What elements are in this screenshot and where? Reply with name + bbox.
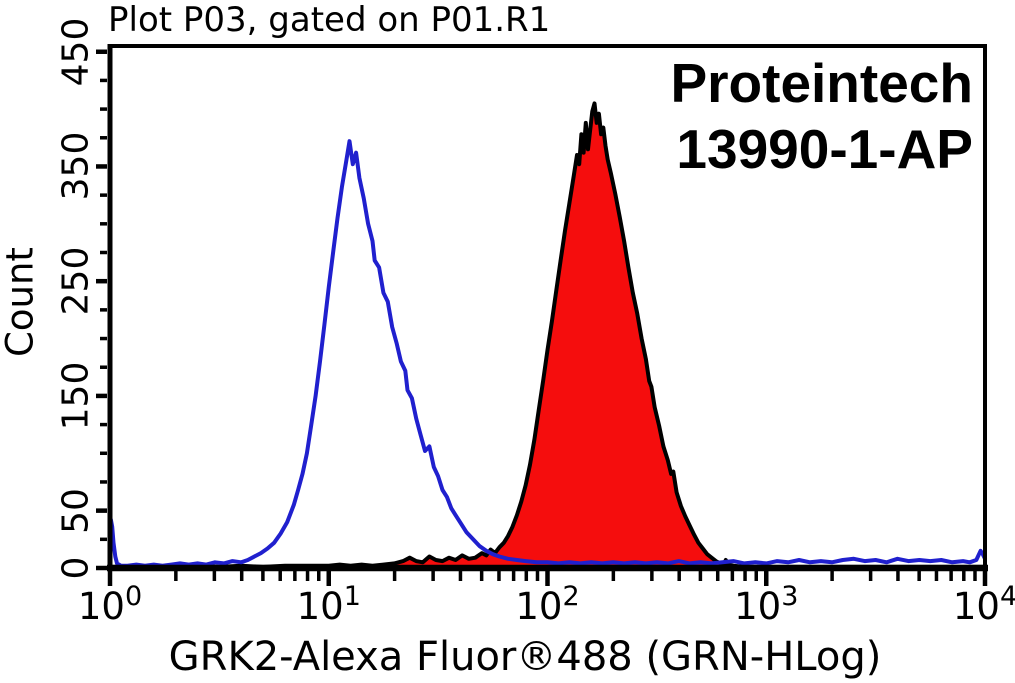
y-tick-label-50: 50 bbox=[55, 487, 97, 534]
vendor-name: Proteintech bbox=[670, 52, 973, 114]
series-sample-red-filled bbox=[108, 101, 987, 570]
catalog-number: 13990-1-AP bbox=[676, 118, 973, 180]
y-tick-label-450: 450 bbox=[55, 17, 97, 87]
y-tick-label-0: 0 bbox=[55, 556, 97, 580]
y-tick-label-150: 150 bbox=[55, 361, 97, 431]
y-tick-label-250: 250 bbox=[55, 246, 97, 316]
y-axis-title: Count bbox=[0, 247, 42, 357]
vendor-annotation: Proteintech 13990-1-AP bbox=[670, 50, 973, 182]
x-tick-label-10e1: 101 bbox=[296, 581, 361, 628]
x-tick-label-10e3: 103 bbox=[734, 581, 799, 628]
x-axis-title: GRK2-Alexa Fluor®488 (GRN-HLog) bbox=[168, 634, 882, 680]
series-control-blue-outline bbox=[108, 139, 987, 570]
x-tick-label-10e4: 104 bbox=[952, 581, 1015, 628]
y-tick-label-350: 350 bbox=[55, 132, 97, 201]
x-tick-label-10e2: 102 bbox=[515, 581, 580, 628]
x-tick-label-10e0: 100 bbox=[77, 581, 143, 628]
plot-title: Plot P03, gated on P01.R1 bbox=[108, 0, 551, 40]
